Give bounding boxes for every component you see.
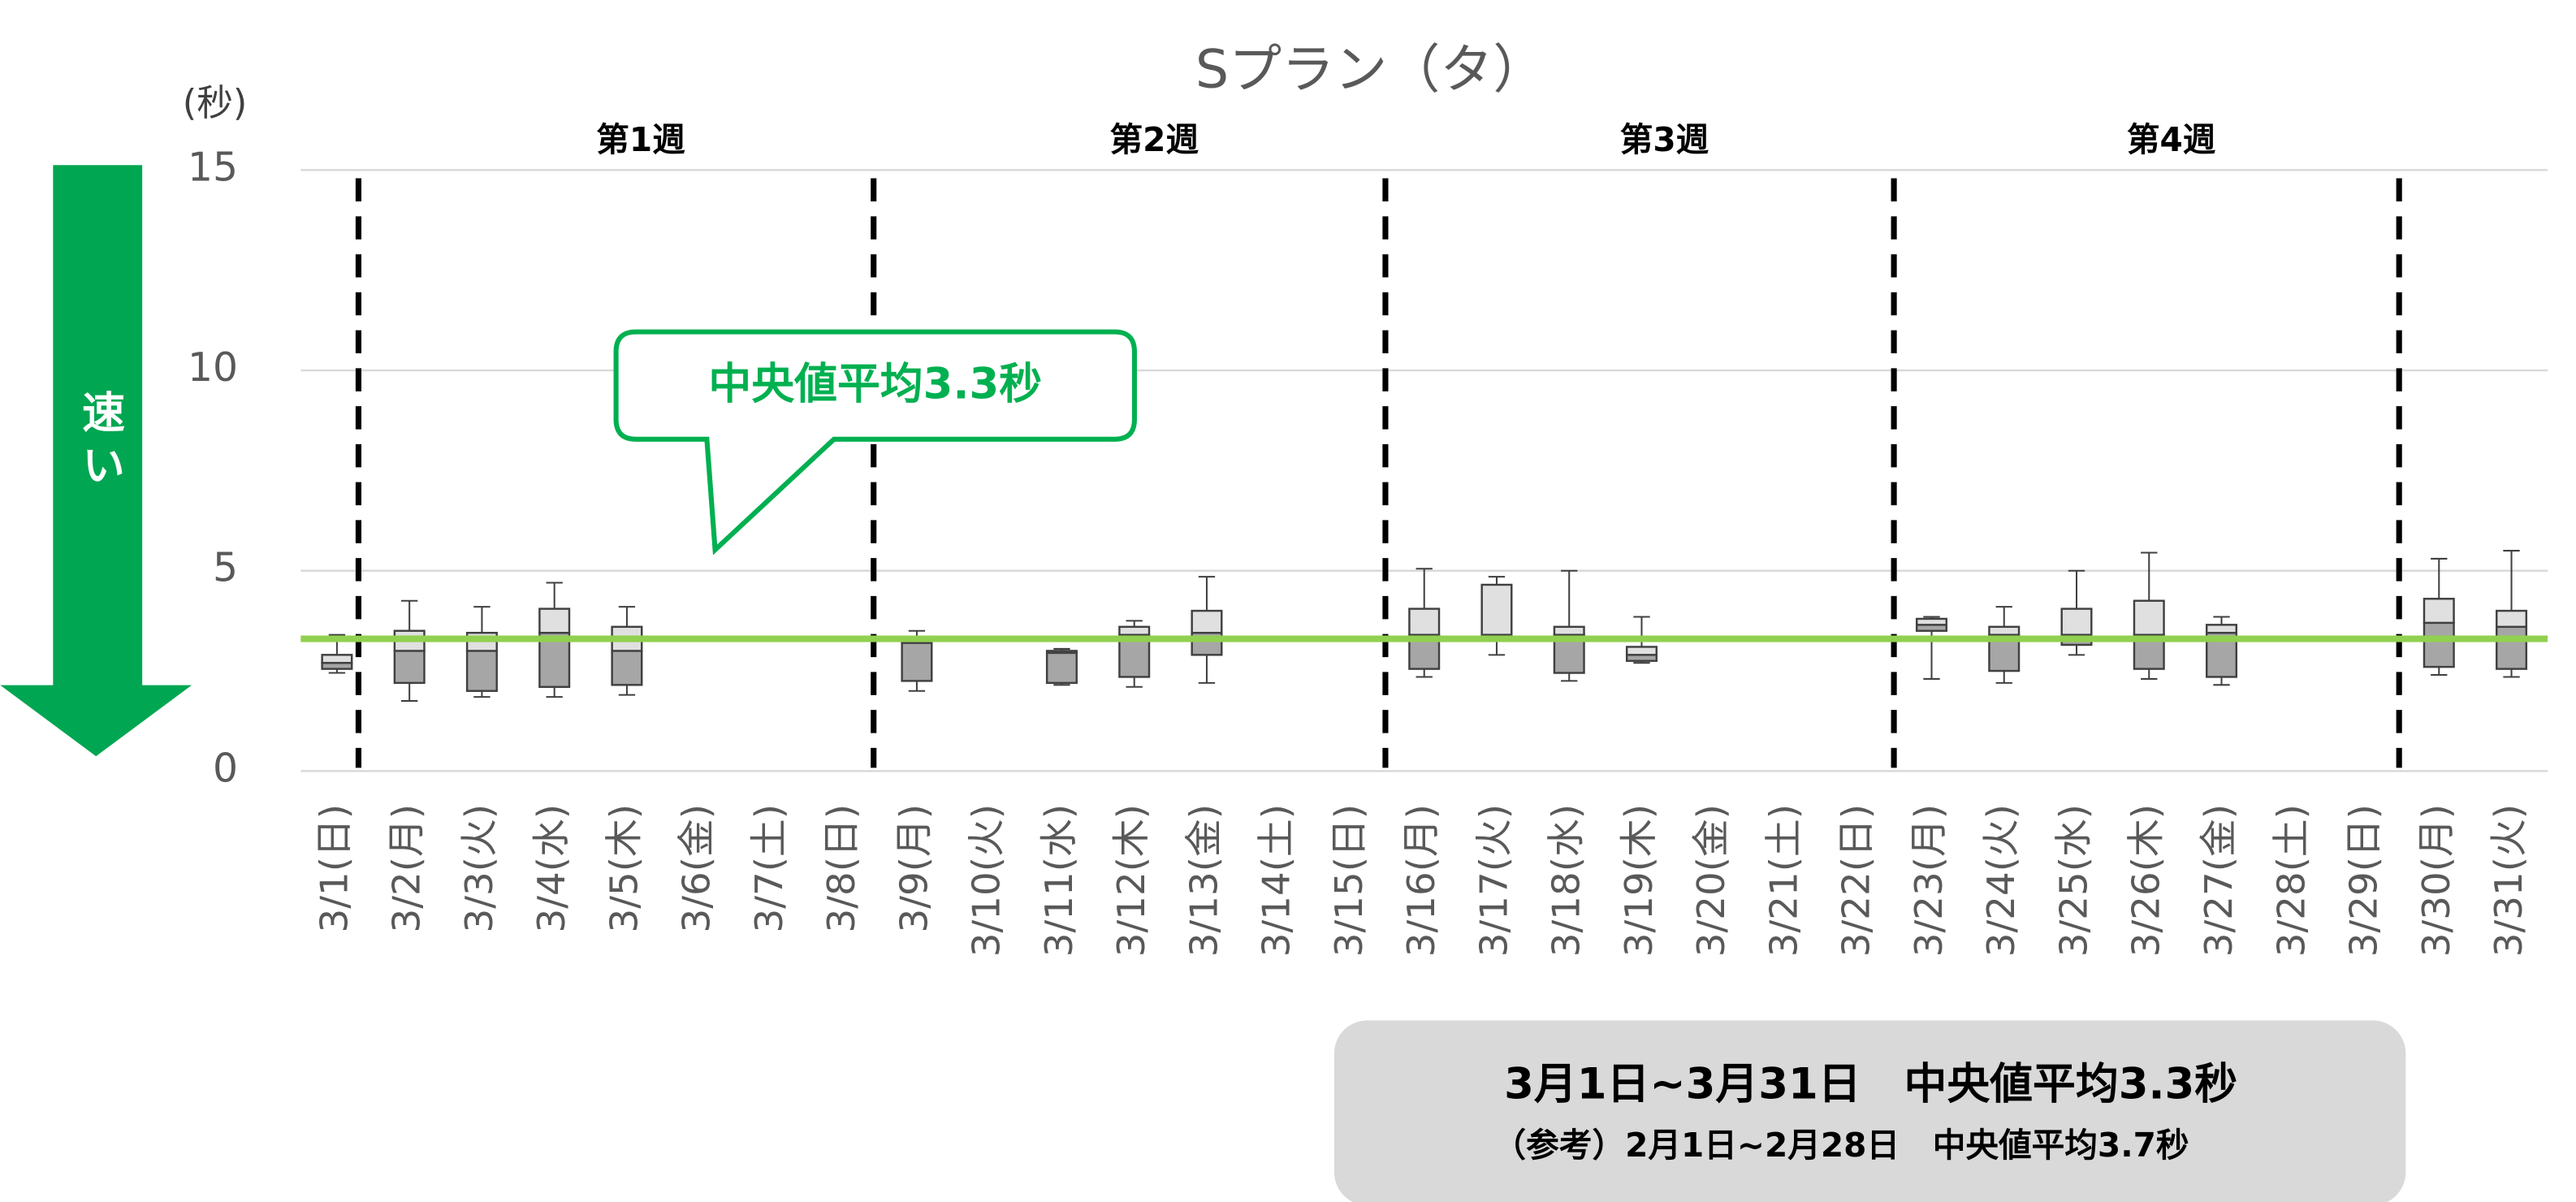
- x-tick-label: 3/29(日): [2343, 804, 2387, 957]
- summary-line: （参考）2月1日~2月28日 中央値平均3.7秒: [1493, 1126, 2189, 1165]
- box-upper: [1553, 625, 1585, 636]
- box-lower: [611, 650, 643, 686]
- x-tick-label: 3/25(水): [2053, 804, 2097, 957]
- x-tick-label: 3/23(月): [1908, 804, 1951, 957]
- x-tick-label: 3/26(木): [2125, 804, 2169, 957]
- arrow-head: [0, 685, 192, 757]
- callout: 中央値平均3.3秒: [613, 329, 1137, 556]
- box-lower: [2496, 625, 2528, 670]
- box-lower: [465, 650, 498, 692]
- x-tick-label: 3/28(土): [2270, 804, 2314, 957]
- x-tick-label: 3/24(火): [1980, 804, 2024, 957]
- x-tick-label: 3/11(水): [1038, 804, 1082, 957]
- arrow-shaft: [53, 165, 143, 687]
- box-upper: [2133, 599, 2165, 636]
- box-lower: [1045, 651, 1078, 685]
- x-tick-label: 3/4(水): [530, 804, 574, 932]
- y-tick-label: 15: [188, 144, 238, 190]
- box-upper: [2423, 598, 2455, 625]
- box-lower: [2423, 621, 2455, 668]
- summary-background: [1333, 1020, 2406, 1202]
- y-tick-label: 10: [188, 344, 238, 391]
- x-tick-label: 3/31(火): [2487, 804, 2531, 957]
- x-tick-label: 3/3(火): [458, 804, 502, 932]
- box-upper: [538, 607, 571, 634]
- box-upper: [2496, 609, 2528, 629]
- x-tick-label: 3/14(土): [1256, 804, 1299, 957]
- y-tick-label: 5: [213, 545, 238, 591]
- week-label: 第4週: [2127, 120, 2216, 159]
- y-tick-label: 0: [213, 745, 238, 791]
- x-tick-label: 3/9(月): [893, 804, 936, 932]
- week-label: 第3週: [1620, 120, 1709, 159]
- speed-arrow: 速い: [0, 165, 192, 757]
- x-tick-label: 3/30(月): [2415, 804, 2459, 957]
- summary-box: 3月1日~3月31日 中央値平均3.3秒 （参考）2月1日~2月28日 中央値平…: [1333, 1020, 2406, 1202]
- box-lower: [393, 650, 426, 685]
- y-axis-label: (秒): [183, 81, 248, 124]
- callout-bubble: [613, 329, 1137, 556]
- box-upper: [2060, 607, 2093, 636]
- x-tick-label: 3/8(日): [820, 804, 864, 932]
- x-tick-label: 3/13(金): [1182, 804, 1226, 957]
- summary-line: 3月1日~3月31日 中央値平均3.3秒: [1504, 1059, 2237, 1109]
- x-tick-label: 3/27(金): [2198, 804, 2241, 957]
- box-upper: [1988, 625, 2021, 636]
- x-tick-label: 3/12(木): [1110, 804, 1154, 957]
- week-label: 第1週: [596, 120, 685, 159]
- box-upper: [1915, 617, 1948, 626]
- x-tick-label: 3/6(金): [676, 804, 720, 932]
- box-upper: [1191, 609, 1223, 634]
- week-label: 第2週: [1110, 120, 1199, 159]
- box-lower: [901, 642, 933, 682]
- x-tick-label: 3/7(土): [748, 804, 792, 932]
- plot-area: 0 5 10 15 第1週 第2週 第3週 第4週 3/1(日) 3/2(月) 3/3(火) 3/4(…: [188, 120, 2548, 957]
- x-tick-label: 3/5(木): [603, 804, 646, 932]
- x-tick-label: 3/18(水): [1545, 804, 1589, 957]
- x-tick-label: 3/20(金): [1690, 804, 1734, 957]
- box-upper: [321, 654, 353, 664]
- chart-title: Sプラン（タ）: [1195, 40, 1546, 101]
- box-upper: [1045, 650, 1078, 655]
- x-tick-label: 3/19(木): [1618, 804, 1662, 957]
- x-tick-label: 3/21(土): [1762, 804, 1806, 957]
- box-upper: [1625, 646, 1658, 656]
- x-tick-label: 3/22(日): [1835, 804, 1879, 957]
- box-upper: [2205, 624, 2238, 634]
- speed-label: 速い: [76, 390, 125, 495]
- x-tick-label: 3/15(日): [1328, 804, 1372, 957]
- x-tick-label: 3/10(火): [966, 804, 1009, 957]
- x-tick-label: 3/2(月): [386, 804, 430, 932]
- x-tick-label: 3/17(火): [1472, 804, 1516, 957]
- x-tick-label: 3/1(日): [313, 804, 357, 932]
- box-upper: [1118, 625, 1151, 636]
- callout-text: 中央値平均3.3秒: [708, 359, 1042, 409]
- x-tick-label: 3/16(月): [1400, 804, 1444, 957]
- box-upper: [1480, 583, 1513, 636]
- box-upper: [1408, 607, 1441, 636]
